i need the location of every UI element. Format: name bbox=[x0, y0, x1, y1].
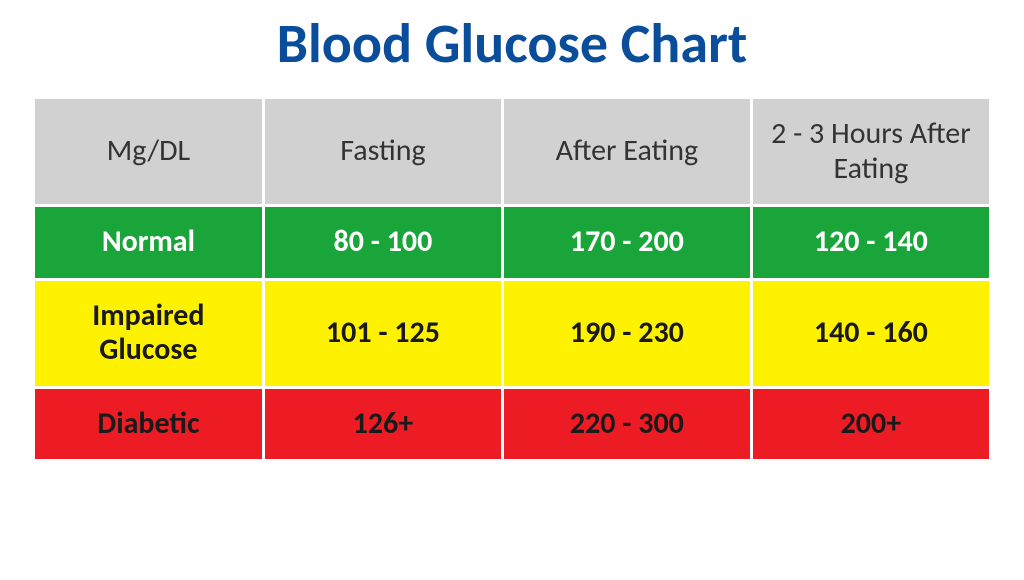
cell-impaired-2-3-hours: 140 - 160 bbox=[753, 281, 989, 386]
header-after-eating: After Eating bbox=[504, 99, 750, 204]
row-label-diabetic: Diabetic bbox=[35, 389, 262, 460]
row-label-normal: Normal bbox=[35, 207, 262, 278]
cell-impaired-fasting: 101 - 125 bbox=[265, 281, 501, 386]
glucose-table: Mg/DL Fasting After Eating 2 - 3 Hours A… bbox=[32, 96, 992, 462]
table-row: Impaired Glucose 101 - 125 190 - 230 140… bbox=[35, 281, 989, 386]
header-2-3-hours: 2 - 3 Hours After Eating bbox=[753, 99, 989, 204]
cell-normal-fasting: 80 - 100 bbox=[265, 207, 501, 278]
header-fasting: Fasting bbox=[265, 99, 501, 204]
chart-title: Blood Glucose Chart bbox=[277, 10, 748, 78]
table-row: Diabetic 126+ 220 - 300 200+ bbox=[35, 389, 989, 460]
table-row: Normal 80 - 100 170 - 200 120 - 140 bbox=[35, 207, 989, 278]
cell-normal-2-3-hours: 120 - 140 bbox=[753, 207, 989, 278]
cell-impaired-after-eating: 190 - 230 bbox=[504, 281, 750, 386]
cell-diabetic-fasting: 126+ bbox=[265, 389, 501, 460]
header-unit: Mg/DL bbox=[35, 99, 262, 204]
cell-normal-after-eating: 170 - 200 bbox=[504, 207, 750, 278]
row-label-impaired: Impaired Glucose bbox=[35, 281, 262, 386]
cell-diabetic-after-eating: 220 - 300 bbox=[504, 389, 750, 460]
cell-diabetic-2-3-hours: 200+ bbox=[753, 389, 989, 460]
table-header-row: Mg/DL Fasting After Eating 2 - 3 Hours A… bbox=[35, 99, 989, 204]
